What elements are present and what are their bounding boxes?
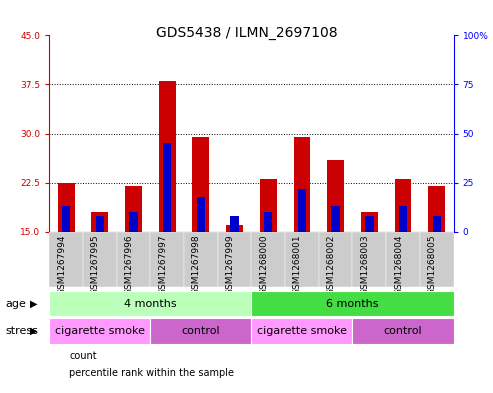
- Bar: [285, 232, 319, 287]
- Bar: [184, 232, 218, 287]
- Bar: [49, 232, 83, 287]
- Bar: [394, 180, 412, 232]
- Bar: [298, 189, 306, 232]
- Text: percentile rank within the sample: percentile rank within the sample: [69, 368, 234, 378]
- Bar: [230, 216, 239, 232]
- Bar: [331, 206, 340, 232]
- Bar: [365, 216, 374, 232]
- Text: GSM1268001: GSM1268001: [293, 235, 302, 295]
- Text: GSM1267997: GSM1267997: [158, 235, 167, 295]
- Bar: [163, 143, 172, 232]
- Text: GDS5438 / ILMN_2697108: GDS5438 / ILMN_2697108: [156, 26, 337, 40]
- Bar: [49, 291, 251, 316]
- Bar: [49, 318, 150, 344]
- Text: GSM1268002: GSM1268002: [327, 235, 336, 295]
- Text: ▶: ▶: [30, 326, 37, 336]
- Text: GSM1267994: GSM1267994: [57, 235, 66, 295]
- Bar: [159, 81, 176, 232]
- Bar: [218, 232, 251, 287]
- Bar: [83, 232, 117, 287]
- Text: GSM1268005: GSM1268005: [428, 235, 437, 295]
- Bar: [62, 206, 70, 232]
- Bar: [386, 232, 420, 287]
- Text: GSM1268003: GSM1268003: [360, 235, 369, 295]
- Text: stress: stress: [5, 326, 38, 336]
- Text: age: age: [5, 299, 26, 309]
- Bar: [96, 216, 104, 232]
- Bar: [399, 206, 407, 232]
- Bar: [58, 183, 74, 232]
- Bar: [125, 186, 142, 232]
- Text: GSM1267999: GSM1267999: [226, 235, 235, 295]
- Text: cigarette smoke: cigarette smoke: [257, 326, 347, 336]
- Bar: [226, 225, 243, 232]
- Bar: [327, 160, 344, 232]
- Bar: [293, 137, 311, 232]
- Bar: [264, 212, 273, 232]
- Bar: [150, 318, 251, 344]
- Text: control: control: [181, 326, 220, 336]
- Text: 6 months: 6 months: [326, 299, 379, 309]
- Bar: [91, 212, 108, 232]
- Bar: [251, 318, 352, 344]
- Text: cigarette smoke: cigarette smoke: [55, 326, 145, 336]
- Text: count: count: [69, 351, 97, 361]
- Bar: [129, 212, 138, 232]
- Bar: [150, 232, 184, 287]
- Bar: [251, 291, 454, 316]
- Bar: [432, 216, 441, 232]
- Text: 4 months: 4 months: [124, 299, 176, 309]
- Text: ▶: ▶: [30, 299, 37, 309]
- Text: GSM1267995: GSM1267995: [91, 235, 100, 295]
- Text: GSM1268000: GSM1268000: [259, 235, 268, 295]
- Text: control: control: [384, 326, 423, 336]
- Text: GSM1267998: GSM1267998: [192, 235, 201, 295]
- Bar: [192, 137, 210, 232]
- Bar: [251, 232, 285, 287]
- Text: GSM1267996: GSM1267996: [125, 235, 134, 295]
- Bar: [319, 232, 352, 287]
- Bar: [428, 186, 445, 232]
- Bar: [352, 232, 386, 287]
- Bar: [420, 232, 454, 287]
- Bar: [361, 212, 378, 232]
- Bar: [117, 232, 150, 287]
- Text: GSM1268004: GSM1268004: [394, 235, 403, 295]
- Bar: [352, 318, 454, 344]
- Bar: [260, 180, 277, 232]
- Bar: [197, 196, 205, 232]
